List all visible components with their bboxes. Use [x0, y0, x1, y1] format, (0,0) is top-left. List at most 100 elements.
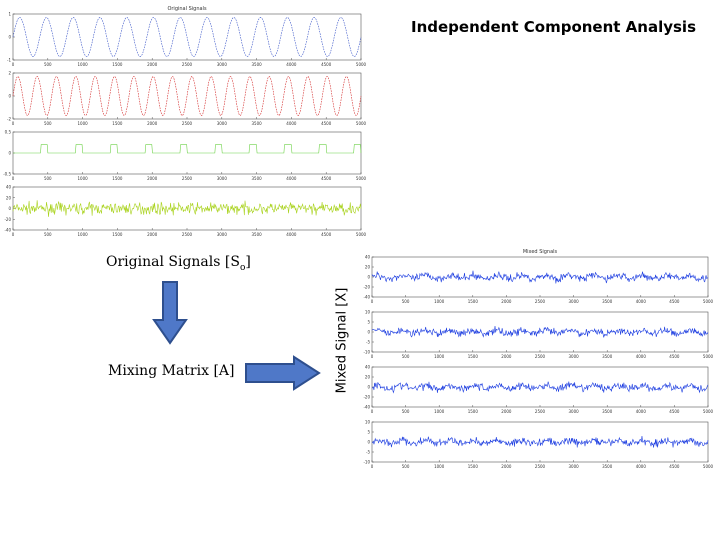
x-tick-label: 2000 [501, 464, 512, 469]
x-tick-label: 1000 [78, 62, 89, 67]
y-tick-label: 2 [8, 71, 11, 76]
x-tick-label: 4500 [321, 176, 332, 181]
original-signal-2: 0 500 1000 1500 2000 2500 3000 3500 4000 4500 5000… [7, 71, 367, 127]
mixing-matrix-label: Mixing Matrix [A] [108, 363, 235, 379]
signal-trace [371, 436, 709, 448]
signal-trace [13, 144, 362, 154]
mixed-signal-3: 0 500 1000 1500 2000 2500 3000 3500 4000 4500 5000… [363, 365, 713, 415]
x-tick-label: 500 [402, 299, 410, 304]
signal-trace [371, 381, 709, 394]
x-tick-label: 0 [12, 176, 15, 181]
y-tick-label: -5 [366, 340, 370, 345]
x-tick-label: 500 [44, 121, 52, 126]
y-tick-label: 0 [8, 151, 11, 156]
x-tick-label: 3500 [252, 232, 263, 237]
x-tick-label: 0 [12, 121, 15, 126]
signal-trace [12, 17, 362, 57]
x-tick-label: 3500 [252, 62, 263, 67]
x-tick-label: 2500 [535, 409, 546, 414]
signal-trace [371, 325, 709, 338]
original-signal-3: 0 500 1000 1500 2000 2500 3000 3500 4000 4500 5000… [3, 130, 366, 182]
x-tick-label: 3500 [602, 464, 613, 469]
x-tick-label: 5000 [703, 409, 714, 414]
x-tick-label: 2500 [535, 354, 546, 359]
x-tick-label: 4500 [669, 354, 680, 359]
y-tick-label: -0.5 [3, 172, 11, 177]
mixed-signal-label: Mixed Signal [X] [334, 287, 350, 393]
original-signal-4: 0 500 1000 1500 2000 2500 3000 3500 4000 4500 5000… [4, 185, 366, 238]
y-tick-label: 0 [8, 94, 11, 99]
y-tick-label: -20 [363, 395, 370, 400]
y-tick-label: 5 [367, 320, 370, 325]
x-tick-label: 1000 [78, 176, 89, 181]
x-tick-label: 4000 [636, 354, 647, 359]
y-tick-label: -40 [4, 228, 11, 233]
x-tick-label: 2500 [182, 121, 193, 126]
x-tick-label: 4500 [669, 464, 680, 469]
original-signals-label: Original Signals [So] [106, 254, 251, 273]
original-signals-figure: Original Signals 0 500 1000 1500 2000 2500 300… [3, 6, 367, 238]
y-tick-label: 0 [367, 385, 370, 390]
x-tick-label: 4000 [636, 464, 647, 469]
x-tick-label: 3000 [569, 354, 580, 359]
x-tick-label: 500 [402, 409, 410, 414]
x-tick-label: 3500 [602, 354, 613, 359]
y-tick-label: 0 [367, 275, 370, 280]
x-tick-label: 3500 [602, 409, 613, 414]
x-tick-label: 3500 [252, 121, 263, 126]
x-tick-label: 4500 [321, 232, 332, 237]
y-tick-label: -40 [363, 405, 370, 410]
x-tick-label: 1500 [112, 121, 123, 126]
x-tick-label: 500 [44, 232, 52, 237]
x-tick-label: 5000 [356, 232, 367, 237]
y-tick-label: 0 [367, 330, 370, 335]
x-tick-label: 5000 [703, 464, 714, 469]
mixed-signal-2: 0 500 1000 1500 2000 2500 3000 3500 4000 4500 5000… [363, 310, 713, 360]
y-tick-label: -10 [363, 350, 370, 355]
x-tick-label: 2000 [147, 232, 158, 237]
x-tick-label: 1500 [468, 354, 479, 359]
x-tick-label: 4000 [286, 176, 297, 181]
x-tick-label: 1000 [434, 409, 445, 414]
y-tick-label: 10 [365, 420, 371, 425]
y-tick-label: 0 [8, 35, 11, 40]
y-tick-label: 0.5 [5, 130, 12, 135]
x-tick-label: 1500 [112, 176, 123, 181]
x-tick-label: 5000 [356, 176, 367, 181]
x-tick-label: 0 [12, 232, 15, 237]
x-tick-label: 2500 [535, 299, 546, 304]
original-signal-1: 0 500 1000 1500 2000 2500 3000 3500 4000 4500 5000… [7, 12, 367, 68]
y-tick-label: -20 [363, 285, 370, 290]
mixed-signal-4: 0 500 1000 1500 2000 2500 3000 3500 4000 4500 5000… [363, 420, 713, 470]
x-tick-label: 4500 [669, 299, 680, 304]
x-tick-label: 4500 [321, 62, 332, 67]
x-tick-label: 0 [371, 464, 374, 469]
x-tick-label: 2000 [147, 62, 158, 67]
y-tick-label: 10 [365, 310, 371, 315]
x-tick-label: 2000 [501, 409, 512, 414]
x-tick-label: 4500 [321, 121, 332, 126]
mixed-figure-title: Mixed Signals [523, 249, 558, 255]
x-tick-label: 5000 [703, 354, 714, 359]
x-tick-label: 3000 [569, 299, 580, 304]
x-tick-label: 3000 [217, 232, 228, 237]
x-tick-label: 1500 [468, 299, 479, 304]
signal-trace [12, 200, 362, 217]
y-tick-label: 40 [6, 185, 12, 190]
signal-trace [371, 270, 709, 284]
x-tick-label: 3000 [217, 176, 228, 181]
x-tick-label: 2000 [147, 176, 158, 181]
x-tick-label: 3500 [602, 299, 613, 304]
x-tick-label: 0 [12, 62, 15, 67]
y-tick-label: -40 [363, 295, 370, 300]
x-tick-label: 0 [371, 299, 374, 304]
x-tick-label: 1000 [78, 232, 89, 237]
mixed-signal-label-wrap: Mixed Signal [X] [332, 250, 352, 430]
x-tick-label: 2500 [182, 232, 193, 237]
mixed-signal-1: 0 500 1000 1500 2000 2500 3000 3500 4000 4500 5000… [363, 255, 713, 305]
x-tick-label: 500 [402, 354, 410, 359]
x-tick-label: 2000 [501, 354, 512, 359]
original-figure-title: Original Signals [167, 6, 207, 12]
x-tick-label: 4000 [286, 121, 297, 126]
x-tick-label: 3000 [217, 62, 228, 67]
